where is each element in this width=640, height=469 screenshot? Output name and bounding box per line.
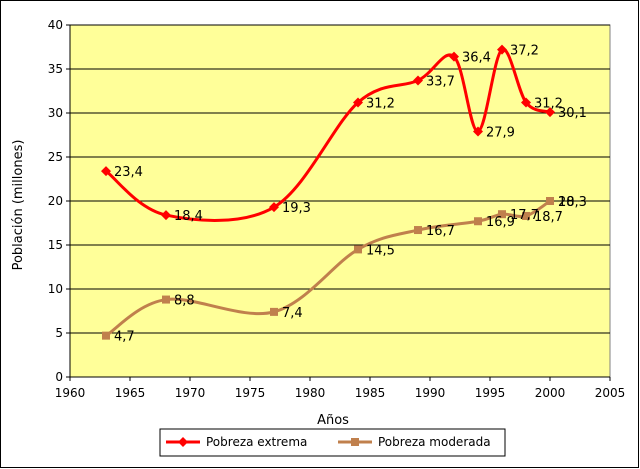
data-label: 18,4 bbox=[174, 209, 203, 224]
y-tick-label: 35 bbox=[48, 62, 63, 76]
data-label: 36,4 bbox=[462, 51, 491, 66]
data-label: 4,7 bbox=[114, 330, 135, 345]
x-tick-label: 1975 bbox=[235, 386, 266, 400]
y-tick-label: 5 bbox=[55, 326, 63, 340]
data-label: 7,4 bbox=[282, 306, 303, 321]
data-label: 14,5 bbox=[366, 243, 395, 258]
data-point bbox=[354, 245, 362, 254]
y-tick-label: 0 bbox=[55, 370, 63, 384]
series-line-pobreza-moderada bbox=[104, 199, 552, 338]
data-label: 20 bbox=[558, 195, 575, 210]
data-point bbox=[474, 217, 482, 226]
data-point bbox=[101, 166, 111, 177]
x-tick-label: 1985 bbox=[355, 386, 386, 400]
y-tick-label: 40 bbox=[48, 18, 63, 32]
data-label: 37,2 bbox=[510, 44, 539, 59]
legend-box bbox=[159, 428, 506, 457]
data-label: 33,7 bbox=[426, 74, 455, 89]
data-point bbox=[161, 210, 171, 221]
data-point bbox=[546, 197, 554, 205]
data-point bbox=[498, 210, 506, 219]
y-tick-label: 15 bbox=[48, 238, 63, 252]
x-tick-label: 1960 bbox=[55, 386, 86, 400]
data-point bbox=[413, 75, 423, 86]
y-tick-label: 10 bbox=[48, 282, 63, 296]
data-label: 31,2 bbox=[534, 96, 563, 111]
y-tick-label: 25 bbox=[48, 150, 63, 164]
data-label: 16,7 bbox=[426, 224, 455, 239]
data-point bbox=[270, 307, 278, 316]
y-axis-title: Población (millones) bbox=[11, 140, 26, 271]
series-line-pobreza-extrema bbox=[104, 48, 552, 222]
data-point bbox=[497, 44, 507, 55]
data-label: 23,4 bbox=[114, 165, 143, 180]
x-tick-label: 2000 bbox=[535, 386, 566, 400]
x-tick-label: 1980 bbox=[295, 386, 326, 400]
data-label: 8,8 bbox=[174, 294, 195, 309]
data-label: 19,3 bbox=[282, 201, 311, 216]
y-tick-label: 30 bbox=[48, 106, 63, 120]
data-point bbox=[545, 107, 555, 118]
data-label: 18,7 bbox=[534, 210, 563, 225]
legend-label: Pobreza moderada bbox=[378, 435, 491, 449]
x-tick-label: 1990 bbox=[415, 386, 446, 400]
data-label: 17,7 bbox=[510, 208, 539, 223]
legend-marker bbox=[178, 437, 188, 447]
x-axis-title: Años bbox=[317, 413, 349, 428]
data-point bbox=[102, 331, 110, 340]
legend-label: Pobreza extrema bbox=[206, 435, 307, 449]
legend-marker bbox=[351, 438, 359, 446]
data-point bbox=[522, 211, 530, 220]
data-point bbox=[414, 226, 422, 235]
legend: Pobreza extrema Pobreza moderada bbox=[159, 428, 506, 457]
data-label: 16,9 bbox=[486, 215, 515, 230]
data-label: 30,1 bbox=[558, 106, 587, 121]
x-tick-label: 1970 bbox=[175, 386, 206, 400]
data-label: 27,9 bbox=[486, 125, 515, 140]
y-tick-label: 20 bbox=[48, 194, 63, 208]
data-point bbox=[269, 202, 279, 213]
x-tick-label: 2005 bbox=[595, 386, 626, 400]
data-point bbox=[162, 295, 170, 304]
data-label: 31,2 bbox=[366, 96, 395, 111]
data-point bbox=[521, 97, 531, 108]
x-tick-label: 1965 bbox=[115, 386, 146, 400]
data-point bbox=[449, 51, 459, 62]
data-label: 18,3 bbox=[558, 195, 587, 210]
data-point bbox=[473, 126, 483, 137]
data-point bbox=[353, 97, 363, 108]
x-tick-label: 1995 bbox=[475, 386, 506, 400]
